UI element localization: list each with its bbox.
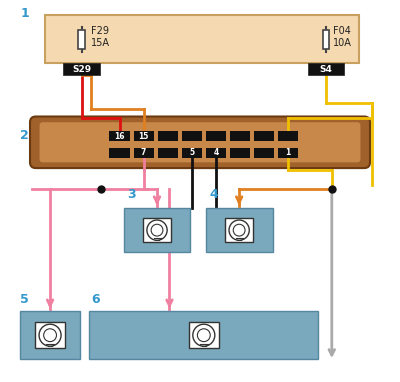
Bar (278, 131, 298, 141)
FancyBboxPatch shape (89, 311, 318, 359)
Bar (254, 131, 274, 141)
Text: S4: S4 (320, 65, 332, 74)
Bar (225, 218, 253, 242)
FancyBboxPatch shape (20, 311, 80, 359)
Bar (254, 148, 274, 159)
Text: F29
15A: F29 15A (91, 26, 110, 49)
Text: 1: 1 (286, 149, 291, 157)
FancyBboxPatch shape (30, 117, 370, 168)
Bar (110, 131, 130, 141)
Text: 5: 5 (20, 293, 29, 306)
Bar (158, 148, 178, 159)
Text: 1: 1 (20, 7, 29, 20)
FancyBboxPatch shape (40, 122, 360, 162)
Bar (206, 131, 226, 141)
Bar (182, 148, 202, 159)
Bar (323, 30, 330, 49)
Bar (143, 218, 171, 242)
Text: 4: 4 (213, 149, 218, 157)
Bar (158, 131, 178, 141)
FancyBboxPatch shape (64, 63, 100, 75)
Bar (134, 148, 154, 159)
FancyBboxPatch shape (308, 63, 344, 75)
Bar (35, 322, 65, 348)
FancyBboxPatch shape (45, 15, 358, 63)
Text: 5: 5 (189, 149, 194, 157)
Bar (110, 148, 130, 159)
Text: 3: 3 (128, 188, 136, 201)
Bar (134, 131, 154, 141)
Text: S29: S29 (72, 65, 91, 74)
Bar (206, 148, 226, 159)
Text: 6: 6 (91, 293, 100, 306)
Text: 7: 7 (141, 149, 146, 157)
Bar (230, 131, 250, 141)
FancyBboxPatch shape (124, 208, 190, 252)
Text: 4: 4 (210, 188, 218, 201)
Bar (230, 148, 250, 159)
Text: 2: 2 (20, 129, 29, 142)
FancyBboxPatch shape (206, 208, 272, 252)
Bar (182, 131, 202, 141)
Bar (188, 322, 219, 348)
Text: F04
10A: F04 10A (333, 26, 352, 49)
Bar (78, 30, 85, 49)
Text: 16: 16 (114, 132, 125, 141)
Bar (278, 148, 298, 159)
Text: 15: 15 (138, 132, 149, 141)
